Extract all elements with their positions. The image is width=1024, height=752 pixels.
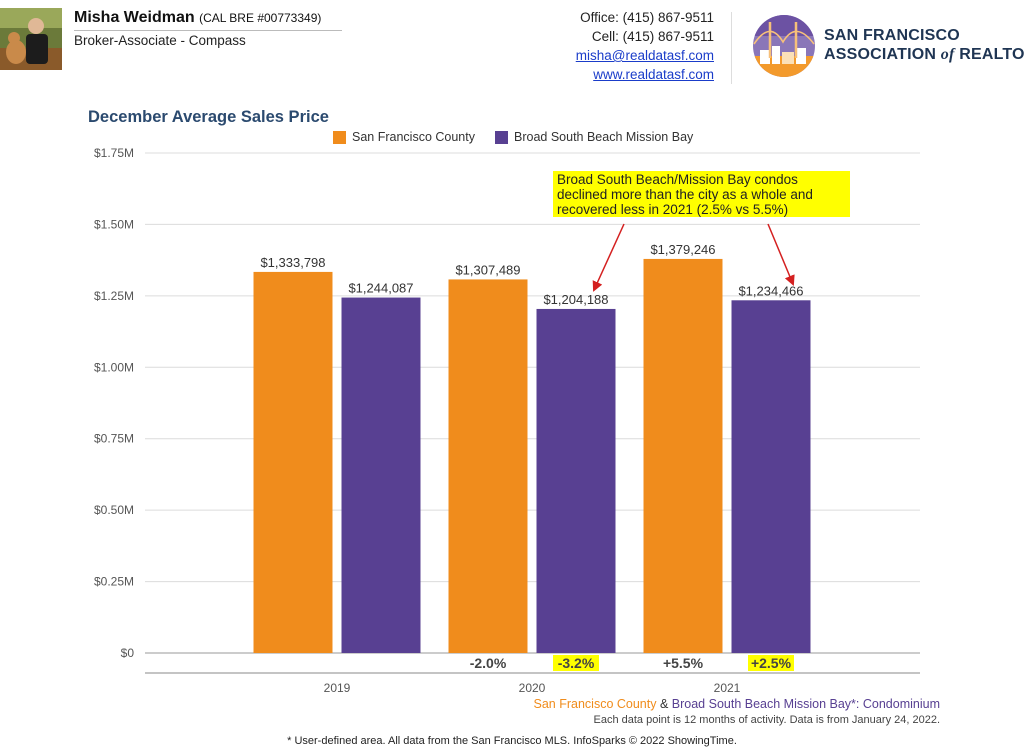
change-label-sf: +5.5% xyxy=(663,655,704,671)
y-tick-label: $0.50M xyxy=(94,503,134,517)
logo-text-line2: ASSOCIATION of REALTORS® xyxy=(824,46,1024,64)
agent-name: Misha Weidman (CAL BRE #00773349) xyxy=(74,9,321,27)
bar-value-label: $1,307,489 xyxy=(455,262,520,277)
bar xyxy=(536,308,616,653)
y-tick-label: $1.25M xyxy=(94,289,134,303)
y-tick-label: $0.25M xyxy=(94,575,134,589)
logo-word-of: of xyxy=(940,46,955,63)
annotation-arrow xyxy=(767,223,795,286)
y-tick-label: $1.75M xyxy=(94,146,134,160)
legend-item-mission-bay[interactable]: Broad South Beach Mission Bay xyxy=(495,130,693,144)
header-divider xyxy=(74,30,342,31)
website-link[interactable]: www.realdatasf.com xyxy=(593,67,714,82)
annotation-highlight xyxy=(553,171,850,217)
annotation-arrow xyxy=(592,223,625,292)
footer-series-b: Broad South Beach Mission Bay* xyxy=(671,697,856,711)
x-tick-label: 2020 xyxy=(519,681,546,695)
office-phone: Office: (415) 867-9511 xyxy=(580,10,714,25)
agent-name-text: Misha Weidman xyxy=(74,9,195,26)
cell-phone: Cell: (415) 867-9511 xyxy=(591,29,714,44)
y-tick-label: $0 xyxy=(121,646,135,660)
footer-amp: & xyxy=(656,697,672,711)
logo-word-association: ASSOCIATION xyxy=(824,46,937,63)
bar xyxy=(448,279,528,653)
x-tick-label: 2021 xyxy=(714,681,741,695)
footer-series-a: San Francisco County xyxy=(533,697,657,711)
legend-label-mission-bay: Broad South Beach Mission Bay xyxy=(514,130,694,144)
change-label-mb: -3.2% xyxy=(558,655,595,671)
y-tick-label: $0.75M xyxy=(94,432,134,446)
annotation-text: declined more than the city as a whole a… xyxy=(557,187,813,202)
chart-title: December Average Sales Price xyxy=(88,108,329,126)
chart-legend: San Francisco County Broad South Beach M… xyxy=(0,130,1024,148)
footer-suffix: : Condominium xyxy=(855,697,940,711)
y-tick-label: $1.50M xyxy=(94,217,134,231)
footer-disclaimer: * User-defined area. All data from the S… xyxy=(287,735,737,747)
bar-value-label: $1,379,246 xyxy=(650,242,715,257)
bar-value-label: $1,234,466 xyxy=(738,283,803,298)
realtors-logo-icon xyxy=(753,15,815,77)
bar xyxy=(253,271,333,653)
email-link[interactable]: misha@realdatasf.com xyxy=(575,48,714,63)
agent-license: (CAL BRE #00773349) xyxy=(199,11,322,25)
bar xyxy=(731,300,811,653)
legend-swatch-sf-county xyxy=(333,130,346,144)
change-label-mb: +2.5% xyxy=(751,655,792,671)
bar xyxy=(341,297,421,653)
footer-data-note: Each data point is 12 months of activity… xyxy=(593,714,940,726)
change-highlight xyxy=(553,655,599,671)
bar-value-label: $1,204,188 xyxy=(543,292,608,307)
legend-label-sf-county: San Francisco County xyxy=(352,130,475,144)
agent-title: Broker-Associate - Compass xyxy=(74,33,246,48)
logo-word-realtors: REALTORS xyxy=(959,46,1024,63)
bar-value-label: $1,333,798 xyxy=(260,255,325,270)
agent-photo xyxy=(0,8,62,70)
legend-item-sf-county[interactable]: San Francisco County xyxy=(333,130,475,144)
annotation-text: Broad South Beach/Mission Bay condos xyxy=(557,172,798,187)
legend-swatch-mission-bay xyxy=(495,130,508,144)
change-label-sf: -2.0% xyxy=(470,655,507,671)
y-tick-label: $1.00M xyxy=(94,360,134,374)
header-separator xyxy=(731,12,732,84)
x-tick-label: 2019 xyxy=(324,681,351,695)
bar-chart: $0 $0.25M $0.50M $0.75M $1.00M $1.25M $1.50M $1… xyxy=(94,146,920,695)
annotation-text: recovered less in 2021 (2.5% vs 5.5%) xyxy=(557,202,788,217)
bar-value-label: $1,244,087 xyxy=(348,281,413,296)
logo-text-line1: SAN FRANCISCO xyxy=(824,27,960,44)
footer-series-note: San Francisco County & Broad South Beach… xyxy=(534,697,941,711)
change-highlight xyxy=(748,655,794,671)
bar xyxy=(643,258,723,653)
